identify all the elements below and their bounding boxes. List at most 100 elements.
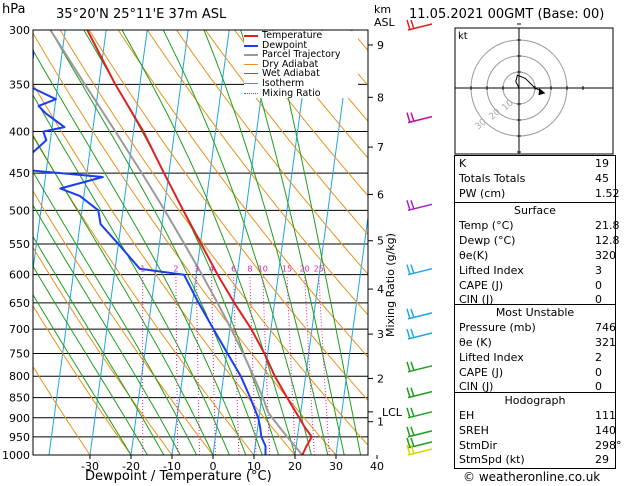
stat-row: Lifted Index 3 (459, 264, 611, 279)
wind-barb-flag (406, 19, 411, 31)
stat-row: θe (K) 321 (459, 336, 616, 351)
stat-value: 3 (595, 264, 602, 277)
stat-label: CAPE (J) (459, 279, 504, 292)
background-lines (33, 30, 368, 455)
stat-label: K (459, 157, 467, 170)
stat-row: K 19 (459, 157, 611, 172)
wind-barb-flag (406, 308, 411, 320)
dry-adiabat-line (175, 30, 368, 275)
stat-row: Temp (°C) 21.8 (459, 219, 620, 234)
wind-barb-staff (407, 203, 433, 212)
legend-item-wet-adiabat: Wet Adiabat (244, 69, 358, 79)
temperature-tick-label: 30 (329, 460, 343, 473)
dry-adiabat-line (204, 30, 368, 236)
mixing-ratio-label: 15 (282, 265, 292, 274)
mixing-ratio-label: 1 (140, 265, 145, 274)
mixing-ratio-line (262, 274, 271, 455)
dry-adiabat-line (146, 30, 368, 316)
legend-label: Parcel Trajectory (262, 49, 341, 61)
mixing-ratio-line (318, 274, 330, 455)
stat-row: EH 111 (459, 409, 616, 424)
stat-row: StmSpd (kt) 29 (459, 453, 611, 466)
km-tick-label: 7 (377, 141, 384, 154)
legend-item-parcel: Parcel Trajectory (244, 50, 358, 60)
wind-barb-flag (406, 444, 411, 456)
dewpoint-line (33, 46, 267, 455)
mixing-ratio-label: 20 (300, 265, 310, 274)
stat-label: θe (K) (459, 336, 492, 349)
indices-panel: K 19 Totals Totals 45 PW (cm) 1.52 (454, 155, 620, 204)
parcel-swatch (244, 54, 258, 57)
wind-barb (406, 444, 433, 456)
stat-value: 45 (595, 172, 609, 185)
stat-label: Lifted Index (459, 351, 524, 364)
wind-barb-staff (407, 115, 433, 124)
wind-barb-flag (410, 19, 415, 30)
wind-barb-flag (406, 200, 411, 211)
temperature-tick-label: 10 (247, 460, 261, 473)
wet-adiabat-line (121, 30, 296, 455)
stat-value: 111 (595, 409, 616, 422)
isotherm-line (48, 30, 107, 455)
stat-value: 12.8 (595, 234, 620, 247)
isotherm-swatch (244, 82, 258, 84)
stat-value: 0 (595, 380, 602, 393)
wind-barb-staff (407, 23, 433, 31)
wind-barb (406, 264, 433, 276)
mixing-ratio-label: 4 (209, 265, 214, 274)
stat-label: EH (459, 409, 475, 422)
x-axis-title: Dewpoint / Temperature (°C) (85, 469, 272, 484)
isotherm-line (171, 30, 230, 455)
wind-barb-staff (407, 332, 433, 340)
stat-value: 321 (595, 336, 616, 349)
hodograph-stats-panel: Hodograph EH 111 SREH 140 StmDir 298° StmSp… (454, 392, 622, 469)
wind-barbs (406, 19, 433, 456)
pressure-tick-label: 300 (9, 24, 30, 37)
stat-row: θe(K) 320 (459, 249, 616, 264)
wind-barb-staff (407, 430, 433, 438)
pressure-tick-label: 900 (9, 412, 30, 425)
wind-barb-flag (410, 264, 415, 274)
wind-barb (406, 19, 433, 31)
dewpoint-swatch (244, 44, 258, 47)
wind-barb-flag (410, 407, 415, 418)
most-unstable-title: Most Unstable (495, 306, 575, 319)
wind-barb-staff (407, 411, 433, 419)
temperature-line (86, 30, 313, 455)
wind-barb (406, 361, 433, 373)
legend-label: Wet Adiabat (262, 68, 320, 80)
stat-row: CIN (J) 0 (459, 380, 611, 393)
legend-item-dry-adiabat: Dry Adiabat (244, 59, 358, 70)
temperature-tick-label: 40 (370, 460, 384, 473)
pressure-tick-label: 750 (9, 347, 30, 360)
stat-row: CIN (J) 0 (459, 293, 611, 306)
stat-value: 19 (595, 157, 609, 170)
wet-adiabat-line (33, 170, 198, 455)
legend-label: Isotherm (262, 77, 305, 89)
temperature-tick-label: -30 (81, 460, 99, 473)
most-unstable-panel: Most Unstable Pressure (mb) 746 θe (K) 321… (454, 304, 616, 394)
km-tick-label: 5 (377, 235, 384, 248)
wind-barb-staff (407, 448, 433, 456)
dry-adiabat-line (88, 30, 368, 402)
wet-adiabat-swatch (244, 73, 258, 75)
wet-adiabat-line (33, 235, 165, 455)
stat-label: StmSpd (kt) (459, 453, 525, 466)
mixing-ratio-line (304, 274, 315, 455)
location-title: 35°20'N 25°11'E 37m ASL (56, 7, 227, 22)
stat-value: 29 (595, 453, 609, 466)
wind-barb-flag (406, 387, 411, 398)
parcel-trajectory-line (49, 30, 304, 455)
wind-barb-staff (407, 390, 433, 399)
stat-label: Pressure (mb) (459, 321, 536, 334)
stat-value: 746 (595, 321, 616, 334)
pressure-tick-label: 650 (9, 297, 30, 310)
legend-item-isotherm: Isotherm (244, 77, 358, 89)
stat-label: SREH (459, 424, 489, 437)
stat-label: StmDir (459, 439, 498, 452)
dry-adiabat-line (33, 190, 214, 455)
legend-item-temperature: Temperature (244, 31, 358, 41)
dry-adiabat-line (59, 30, 368, 446)
km-unit-label: km (374, 3, 392, 16)
temperature-tick-label: -20 (122, 460, 140, 473)
